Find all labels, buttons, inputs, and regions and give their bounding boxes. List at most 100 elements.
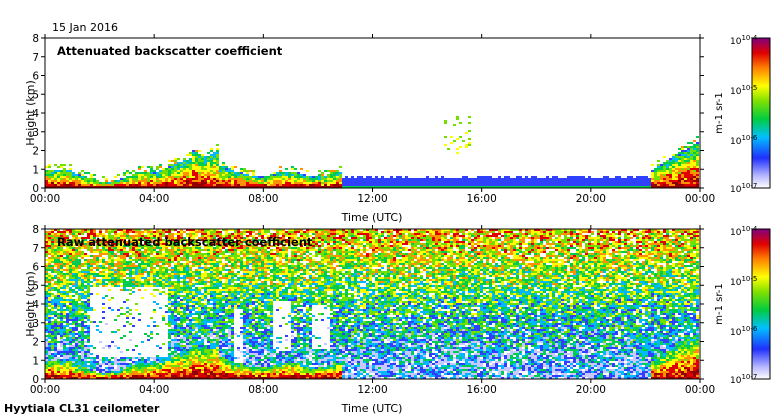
heatmap-cell [90, 285, 93, 287]
heatmap-cell [183, 329, 186, 331]
heatmap-cell [189, 176, 192, 178]
heatmap-cell [282, 182, 285, 184]
heatmap-cell [210, 186, 213, 188]
heatmap-cell [474, 184, 477, 186]
heatmap-cell [207, 349, 210, 351]
heatmap-cell [165, 245, 168, 247]
heatmap-cell [138, 168, 141, 170]
heatmap-cell [138, 182, 141, 184]
heatmap-cell [51, 347, 54, 349]
heatmap-cell [99, 369, 102, 371]
heatmap-cell [171, 345, 174, 347]
heatmap-cell [84, 263, 87, 265]
heatmap-cell [96, 269, 99, 271]
heatmap-cell [57, 305, 60, 307]
heatmap-cell [87, 367, 90, 369]
heatmap-cell [207, 327, 210, 329]
heatmap-cell [213, 293, 216, 295]
heatmap-cell [78, 241, 81, 243]
heatmap-cell [153, 261, 156, 263]
heatmap-cell [78, 335, 81, 337]
heatmap-cell [96, 377, 99, 379]
heatmap-cell [270, 178, 273, 180]
heatmap-cell [456, 152, 459, 154]
heatmap-cell [615, 186, 618, 188]
heatmap-cell [330, 180, 333, 182]
heatmap-cell [129, 184, 132, 186]
heatmap-cell [588, 182, 591, 184]
heatmap-cell [72, 291, 75, 293]
heatmap-cell [45, 299, 48, 301]
heatmap-cell [255, 184, 258, 186]
heatmap-cell [207, 176, 210, 178]
heatmap-cell [162, 287, 165, 289]
heatmap-cell [243, 180, 246, 182]
heatmap-cell [84, 241, 87, 243]
heatmap-cell [624, 182, 627, 184]
heatmap-cell [201, 311, 204, 313]
heatmap-cell [162, 273, 165, 275]
heatmap-cell [429, 182, 432, 184]
heatmap-cell [75, 178, 78, 180]
heatmap-cell [180, 321, 183, 323]
heatmap-cell [66, 253, 69, 255]
heatmap-cell [192, 333, 195, 335]
heatmap-cell [372, 180, 375, 182]
heatmap-cell [54, 283, 57, 285]
heatmap-cell [54, 281, 57, 283]
heatmap-cell [345, 176, 348, 178]
heatmap-cell [684, 154, 687, 156]
heatmap-cell [84, 315, 87, 317]
heatmap-cell [522, 182, 525, 184]
heatmap-cell [168, 259, 171, 261]
heatmap-cell [120, 289, 123, 291]
heatmap-cell [93, 377, 96, 379]
heatmap-cell [588, 178, 591, 180]
heatmap-cell [210, 293, 213, 295]
heatmap-cell [57, 249, 60, 251]
heatmap-cell [186, 337, 189, 339]
heatmap-cell [213, 331, 216, 333]
heatmap-cell [534, 186, 537, 188]
heatmap-cell [84, 331, 87, 333]
heatmap-cell [60, 337, 63, 339]
heatmap-cell [72, 251, 75, 253]
heatmap-cell [189, 371, 192, 373]
heatmap-cell [213, 349, 216, 351]
heatmap-cell [75, 249, 78, 251]
heatmap-cell [432, 186, 435, 188]
heatmap-cell [102, 253, 105, 255]
heatmap-cell [45, 277, 48, 279]
heatmap-cell [183, 349, 186, 351]
heatmap-cell [276, 178, 279, 180]
heatmap-cell [63, 339, 66, 341]
heatmap-cell [171, 172, 174, 174]
heatmap-cell [174, 301, 177, 303]
heatmap-cell [156, 184, 159, 186]
heatmap-cell [72, 237, 75, 239]
heatmap-cell [189, 321, 192, 323]
heatmap-cell [204, 287, 207, 289]
heatmap-cell [138, 289, 141, 291]
heatmap-cell [150, 166, 153, 168]
heatmap-cell [552, 176, 555, 178]
panel-top-frame [44, 37, 701, 189]
heatmap-cell [84, 239, 87, 241]
heatmap-cell [168, 237, 171, 239]
heatmap-cell [318, 170, 321, 172]
heatmap-cell [174, 333, 177, 335]
heatmap-cell [183, 186, 186, 188]
heatmap-cell [693, 162, 696, 164]
heatmap-cell [237, 180, 240, 182]
heatmap-cell [210, 345, 213, 347]
heatmap-cell [84, 277, 87, 279]
heatmap-cell [204, 279, 207, 281]
heatmap-cell [168, 315, 171, 317]
heatmap-cell [207, 156, 210, 158]
heatmap-cell [183, 327, 186, 329]
heatmap-cell [72, 335, 75, 337]
heatmap-cell [636, 176, 639, 178]
heatmap-cell [108, 345, 111, 347]
heatmap-cell [81, 263, 84, 265]
heatmap-cell [69, 337, 72, 339]
